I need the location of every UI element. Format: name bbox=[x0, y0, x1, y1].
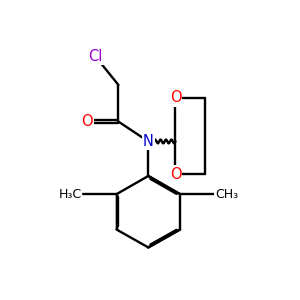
Text: N: N bbox=[143, 134, 154, 149]
Text: H₃C: H₃C bbox=[58, 188, 82, 201]
Text: O: O bbox=[170, 91, 181, 106]
Text: O: O bbox=[170, 167, 181, 182]
Text: O: O bbox=[81, 114, 92, 129]
Text: Cl: Cl bbox=[88, 49, 103, 64]
Text: CH₃: CH₃ bbox=[215, 188, 238, 201]
